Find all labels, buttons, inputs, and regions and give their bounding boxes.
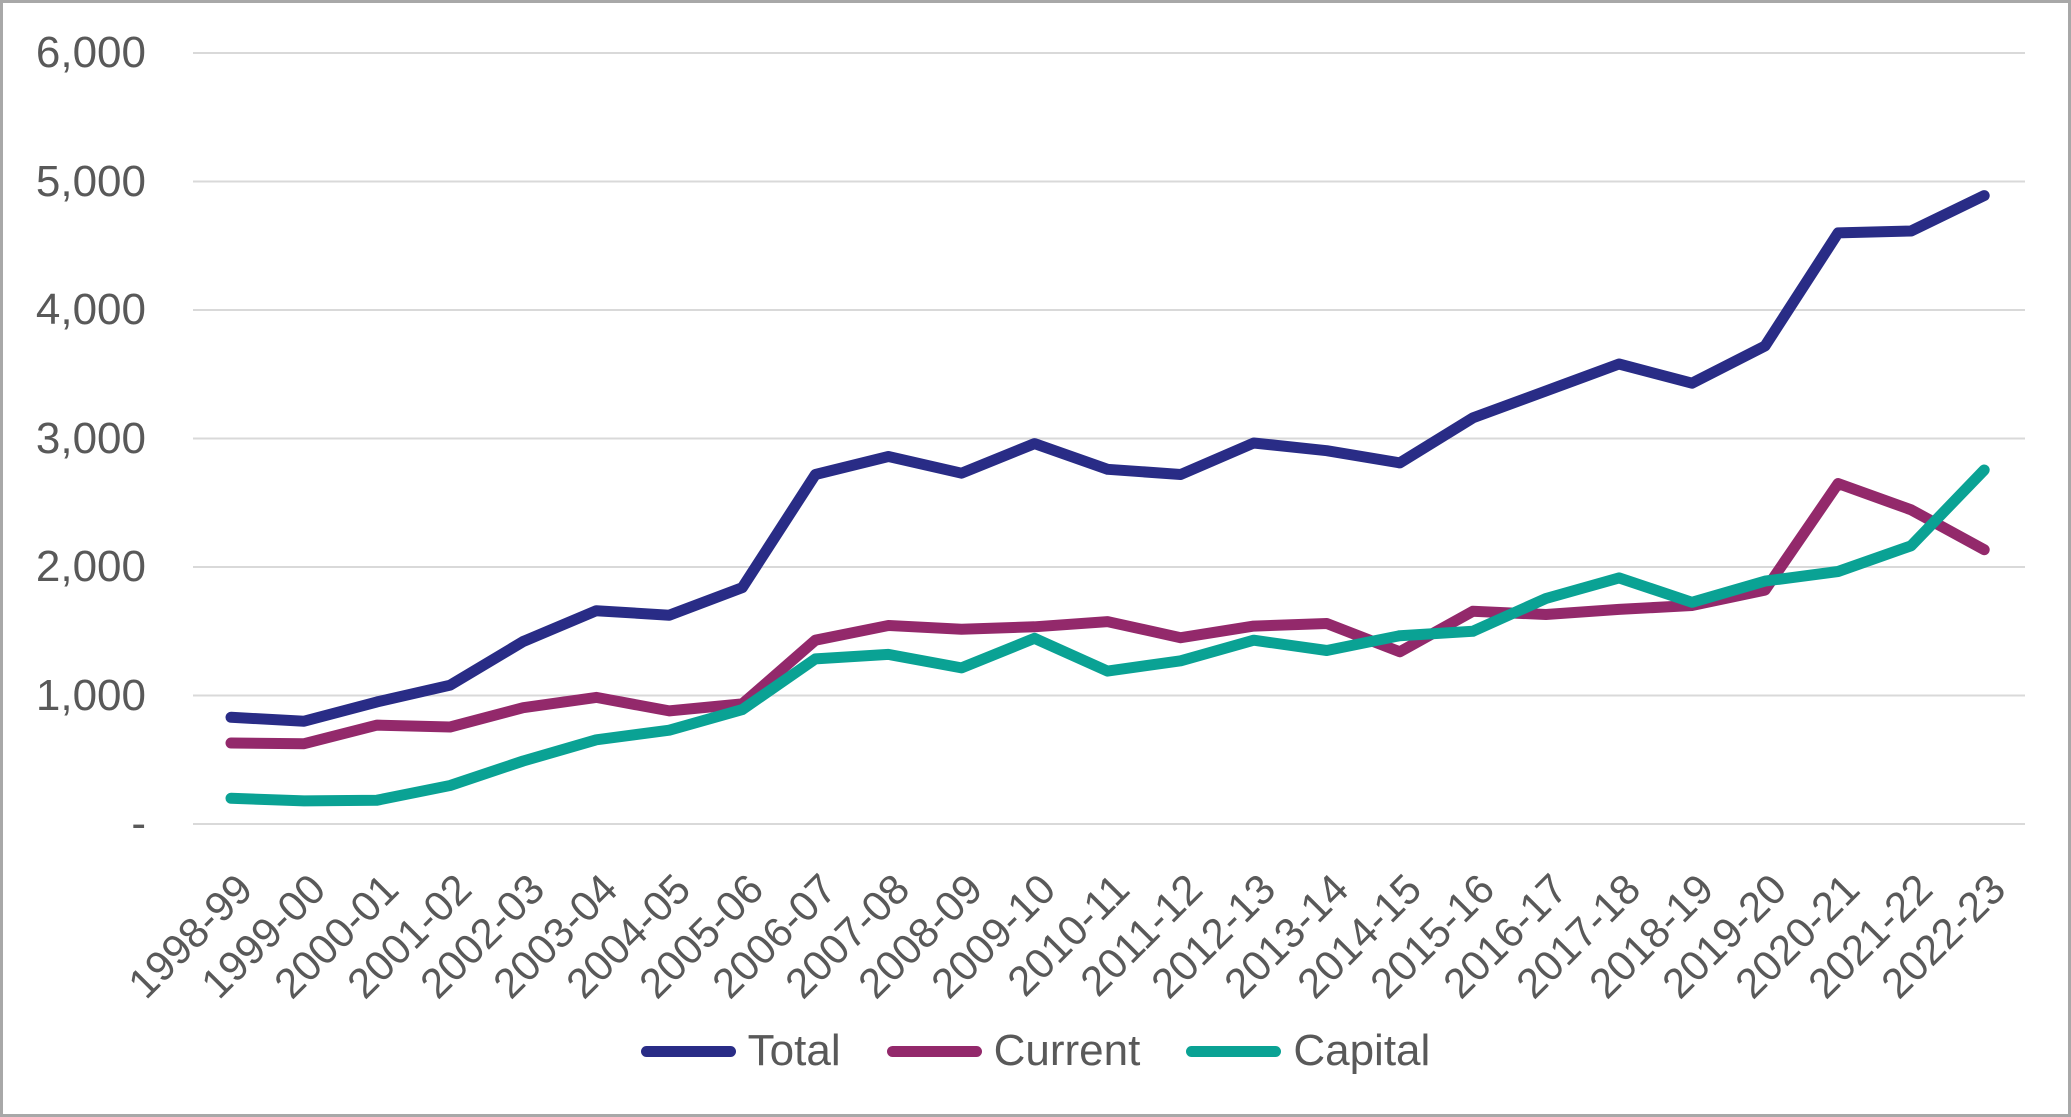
legend-item-current: Current [886,1025,1141,1077]
series-line-capital [225,464,1990,807]
legend-swatch-total [640,1045,736,1057]
y-tick-label-6000: 6,000 [35,28,146,77]
legend-label-current: Current [993,1026,1141,1075]
legend-label-total: Total [747,1026,841,1075]
series-line-total [225,190,1990,727]
legend-swatch-capital [1186,1045,1282,1057]
y-tick-label-4000: 4,000 [35,285,146,334]
y-tick-label-3000: 3,000 [35,413,146,463]
y-tick-label-1000: 1,000 [35,670,146,720]
y-tick-label-5000: 5,000 [35,156,146,206]
series-line-current [225,478,1990,750]
y-tick-label-2000: 2,000 [35,542,146,591]
chart-legend: Total Current Capital [3,1025,2068,1077]
plot-area [193,52,2025,825]
legend-item-capital: Capital [1186,1025,1430,1077]
legend-swatch-current [886,1045,982,1057]
legend-item-total: Total [640,1025,841,1077]
y-tick-label-0: - [131,799,146,848]
legend-label-capital: Capital [1293,1026,1431,1075]
